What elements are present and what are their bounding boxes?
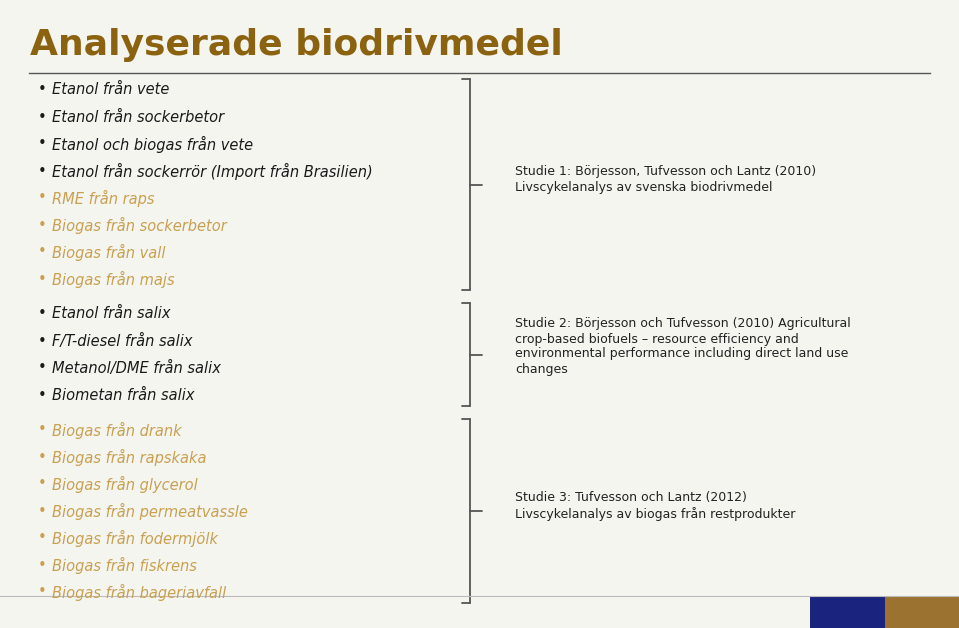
Text: •: • [38, 387, 47, 403]
Text: •: • [38, 333, 47, 349]
Text: •: • [38, 163, 47, 178]
Text: Studie 2: Börjesson och Tufvesson (2010) Agricultural
crop-based biofuels – reso: Studie 2: Börjesson och Tufvesson (2010)… [515, 318, 851, 376]
Text: Biogas från bageriavfall: Biogas från bageriavfall [52, 583, 226, 600]
Text: Biogas från sockerbetor: Biogas från sockerbetor [52, 217, 226, 234]
Text: Etanol från salix: Etanol från salix [52, 306, 171, 322]
Text: Metanol/DME från salix: Metanol/DME från salix [52, 360, 221, 376]
Text: Etanol och biogas från vete: Etanol och biogas från vete [52, 136, 253, 153]
Text: Biogas från vall: Biogas från vall [52, 244, 166, 261]
Text: •: • [38, 360, 47, 376]
Text: •: • [38, 585, 47, 600]
Text: •: • [38, 190, 47, 205]
Text: •: • [38, 217, 47, 232]
FancyBboxPatch shape [810, 596, 885, 628]
Text: •: • [38, 504, 47, 519]
Text: Etanol från sockerrör (Import från Brasilien): Etanol från sockerrör (Import från Brasi… [52, 163, 373, 180]
Text: Biogas från drank: Biogas från drank [52, 421, 181, 438]
Text: Biogas från glycerol: Biogas från glycerol [52, 475, 198, 492]
FancyBboxPatch shape [885, 596, 959, 628]
Text: Biogas från fodermjölk: Biogas från fodermjölk [52, 529, 218, 546]
Text: Biogas från rapskaka: Biogas från rapskaka [52, 448, 206, 465]
Text: F/T-diesel från salix: F/T-diesel från salix [52, 333, 193, 349]
Text: •: • [38, 531, 47, 546]
Text: •: • [38, 423, 47, 438]
Text: Studie 3: Tufvesson och Lantz (2012)
Livscykelanalys av biogas från restprodukte: Studie 3: Tufvesson och Lantz (2012) Liv… [515, 492, 795, 521]
Text: RME från raps: RME från raps [52, 190, 154, 207]
Text: •: • [38, 558, 47, 573]
Text: •: • [38, 136, 47, 151]
Text: Biogas från majs: Biogas från majs [52, 271, 175, 288]
Text: •: • [38, 477, 47, 492]
Text: Biogas från permeatvassle: Biogas från permeatvassle [52, 502, 247, 519]
Text: •: • [38, 271, 47, 286]
Text: •: • [38, 244, 47, 259]
Text: Etanol från sockerbetor: Etanol från sockerbetor [52, 109, 224, 124]
Text: Etanol från vete: Etanol från vete [52, 82, 170, 97]
Text: Studie 1: Börjesson, Tufvesson och Lantz (2010)
Livscykelanalys av svenska biodr: Studie 1: Börjesson, Tufvesson och Lantz… [515, 166, 816, 193]
Text: Biometan från salix: Biometan från salix [52, 387, 195, 403]
Text: •: • [38, 109, 47, 124]
Text: •: • [38, 82, 47, 97]
Text: •: • [38, 450, 47, 465]
Text: •: • [38, 306, 47, 322]
Text: Analyserade biodrivmedel: Analyserade biodrivmedel [30, 28, 563, 62]
Text: Biogas från fiskrens: Biogas från fiskrens [52, 556, 197, 573]
